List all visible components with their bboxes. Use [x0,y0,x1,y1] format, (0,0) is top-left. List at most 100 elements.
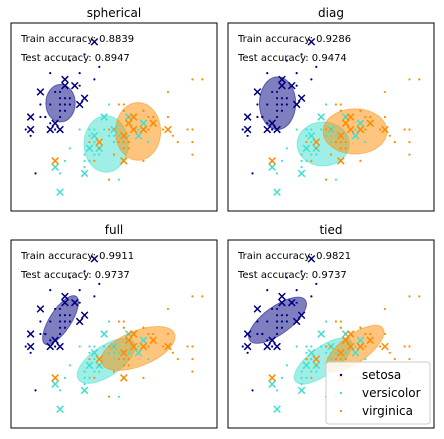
train-point-virginica [403,345,406,348]
train-point-setosa [266,103,269,106]
train-point-setosa [266,72,269,75]
test-point-virginica [95,355,104,363]
train-point-virginica [142,159,145,162]
train-point-versicolor [103,345,106,348]
train-point-versicolor [93,370,96,373]
train-point-setosa [285,97,288,100]
test-point-setosa [307,254,316,263]
train-accuracy-label: Train accuracy: 0.8839 [20,34,134,45]
train-point-versicolor [285,147,288,150]
train-point-virginica [324,345,328,348]
test-point-virginica [346,330,355,338]
test-point-virginica [312,355,321,363]
train-point-versicolor [112,140,116,144]
train-point-setosa [295,301,298,304]
train-point-versicolor [137,128,140,131]
test-point-setosa [263,125,272,134]
train-point-setosa [251,172,254,175]
test-point-setosa [46,342,55,351]
test-point-virginica [341,336,350,345]
train-point-setosa [44,115,47,119]
train-point-virginica [344,115,347,119]
train-point-versicolor [310,370,313,373]
train-point-versicolor [354,345,357,348]
test-accuracy-label: Test accuracy: 0.9737 [237,270,347,281]
train-point-setosa [63,109,67,112]
train-point-setosa [271,128,274,131]
train-point-virginica [344,140,347,144]
train-point-virginica [127,115,130,119]
train-point-setosa [29,134,32,137]
train-point-versicolor [107,134,111,137]
train-point-virginica [117,357,121,361]
train-point-setosa [39,115,42,119]
train-point-virginica [339,147,342,150]
test-point-setosa [56,125,64,134]
ellipse-setosa [248,296,307,344]
train-point-setosa [34,172,37,175]
test-point-virginica [95,138,104,146]
test-point-setosa [56,342,64,351]
train-point-versicolor [78,128,81,131]
train-point-virginica [186,345,189,348]
train-point-virginica [122,109,125,112]
test-point-versicolor [134,348,143,357]
test-point-virginica [268,157,276,165]
test-accuracy-label: Test accuracy: 0.8947 [20,53,130,64]
test-point-versicolor [273,405,281,414]
train-point-virginica [98,147,101,150]
train-point-setosa [83,53,86,56]
train-point-versicolor [334,134,338,137]
train-point-setosa [58,332,62,336]
train-point-virginica [324,178,328,181]
train-point-versicolor [310,357,313,361]
train-point-setosa [68,314,71,317]
train-point-virginica [122,147,125,150]
test-point-virginica [129,113,138,121]
train-point-virginica [166,307,170,311]
train-point-setosa [285,59,288,62]
train-point-versicolor [295,345,298,348]
test-point-setosa [26,330,35,338]
test-point-setosa [243,330,252,338]
legend-label-versicolor: versicolor [362,386,421,400]
train-point-virginica [359,109,362,112]
axes-frame [227,239,435,429]
train-point-versicolor [329,357,333,361]
test-point-setosa [26,113,35,121]
train-point-virginica [201,295,204,298]
test-point-versicolor [51,163,59,171]
train-point-setosa [63,320,67,323]
train-point-virginica [122,103,125,106]
train-point-virginica [166,90,170,94]
train-point-virginica [127,147,130,150]
train-point-virginica [191,78,194,81]
test-point-virginica [51,374,59,382]
legend-label-virginica: virginica [362,404,413,418]
legend: setosa versicolor virginica [325,361,431,425]
train-point-virginica [408,128,411,131]
test-point-versicolor [351,131,360,140]
train-point-virginica [191,153,194,156]
test-point-versicolor [80,169,89,178]
plot-area [241,37,421,197]
test-point-setosa [80,311,89,320]
train-point-versicolor [300,159,303,162]
train-point-versicolor [310,153,313,156]
train-point-virginica [388,351,391,354]
train-point-virginica [329,345,333,348]
train-point-virginica [142,109,145,112]
test-point-virginica [124,336,133,345]
train-point-versicolor [83,376,86,379]
train-point-setosa [63,314,67,317]
train-point-virginica [339,357,342,361]
train-point-setosa [315,282,318,285]
train-point-virginica [117,103,121,106]
train-point-virginica [112,370,116,373]
test-accuracy-label: Test accuracy: 0.9474 [237,53,347,64]
legend-label-setosa: setosa [362,368,401,382]
test-point-virginica [119,157,128,165]
train-point-setosa [49,72,52,75]
test-point-virginica [336,157,345,165]
subplot-spherical: spherical Train accuracy: 0.8839 Test accu… [10,6,218,212]
